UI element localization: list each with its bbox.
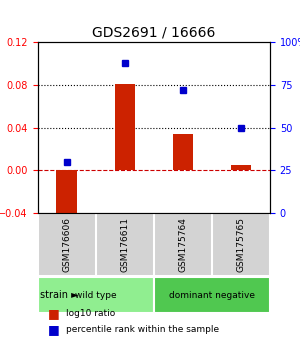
FancyBboxPatch shape — [154, 277, 270, 313]
Title: GDS2691 / 16666: GDS2691 / 16666 — [92, 26, 215, 40]
Text: wild type: wild type — [75, 291, 116, 300]
Text: log10 ratio: log10 ratio — [66, 309, 115, 318]
Bar — [231, 165, 251, 170]
Text: ■: ■ — [48, 323, 60, 336]
Text: dominant negative: dominant negative — [169, 291, 255, 300]
Bar — [115, 84, 135, 170]
FancyBboxPatch shape — [38, 277, 154, 313]
Text: ■: ■ — [48, 307, 60, 320]
Text: strain ►: strain ► — [40, 290, 79, 300]
Text: GSM175764: GSM175764 — [178, 217, 187, 272]
Bar — [56, 170, 77, 218]
Text: GSM176606: GSM176606 — [62, 217, 71, 272]
Text: percentile rank within the sample: percentile rank within the sample — [66, 325, 219, 334]
Bar — [172, 134, 193, 170]
Text: GSM176611: GSM176611 — [120, 217, 129, 272]
Text: GSM175765: GSM175765 — [236, 217, 245, 272]
